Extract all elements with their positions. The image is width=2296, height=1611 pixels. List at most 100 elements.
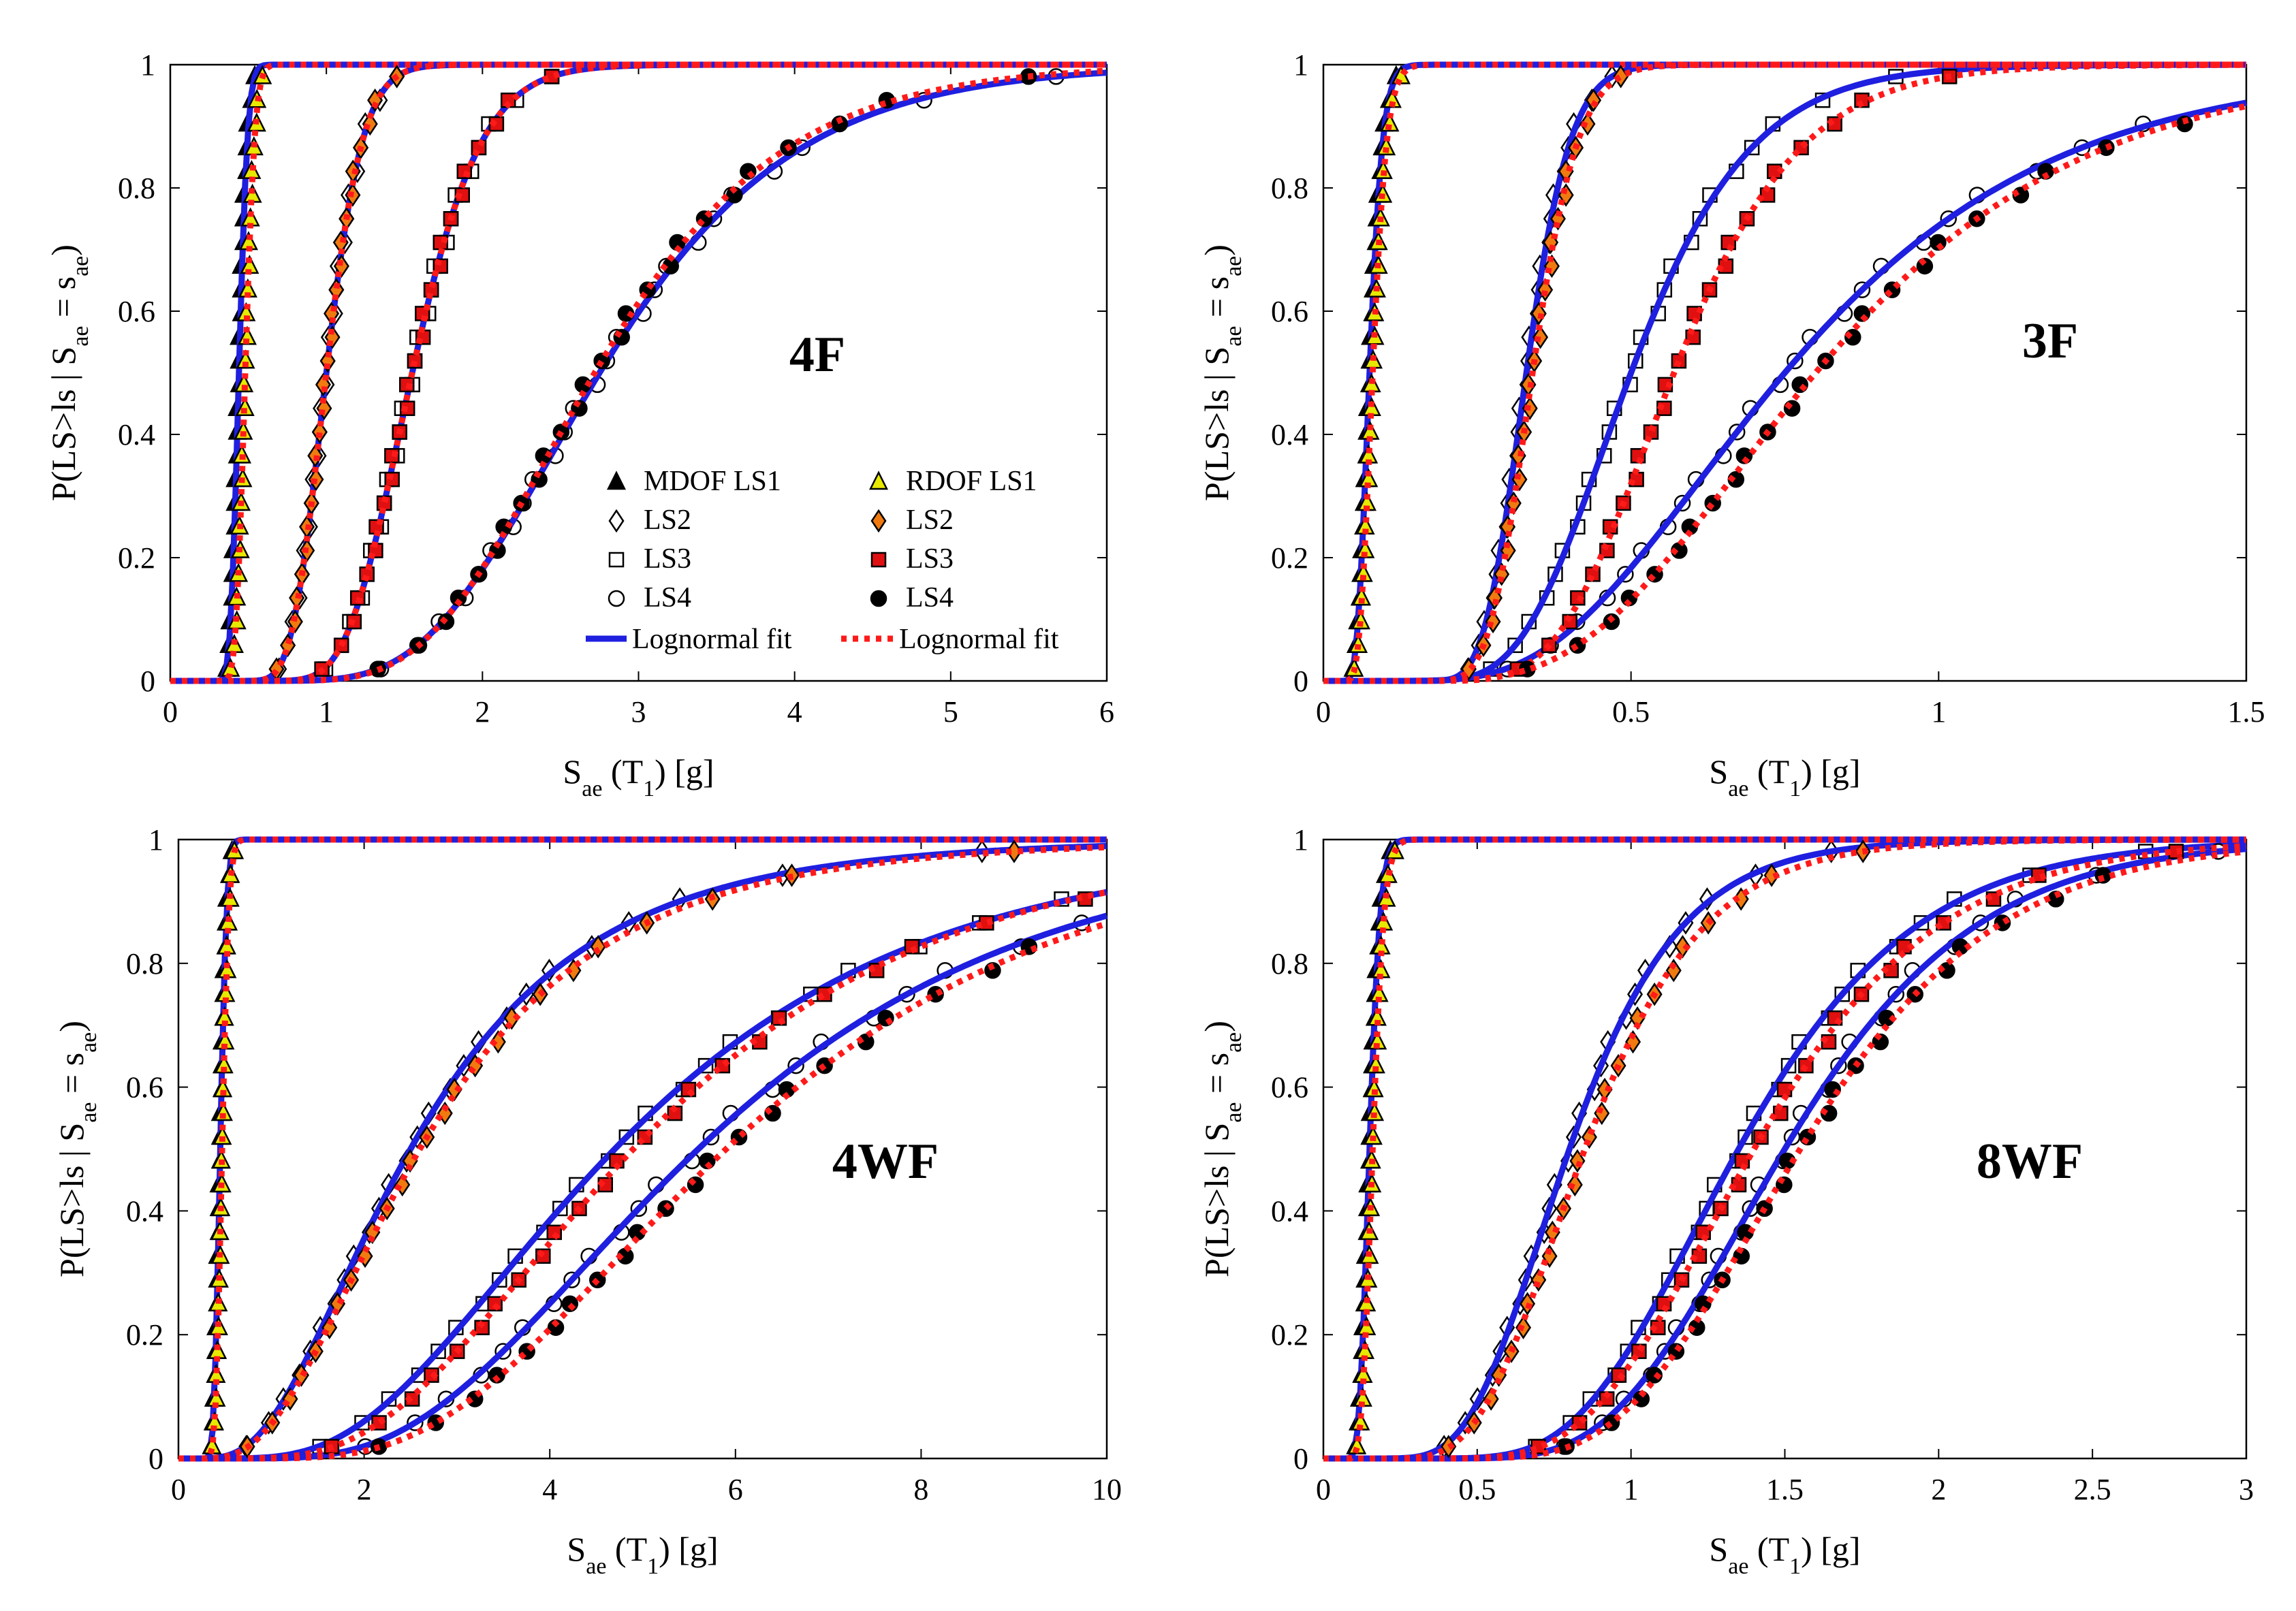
y-tick-label-4WF-2: 0.4 [126, 1194, 163, 1228]
x-tick-label-8WF-2: 1 [1624, 1473, 1639, 1506]
fit-3F-rdof-LS1 [1323, 61, 2246, 684]
panel-label-4WF: 4WF [832, 1134, 939, 1190]
x-tick-label-4F-0: 0 [163, 695, 178, 729]
fit-8WF-rdof-LS1 [1323, 836, 2246, 1462]
x-tick-label-8WF-3: 1.5 [1766, 1473, 1804, 1506]
x-tick-label-8WF-6: 3 [2239, 1473, 2254, 1506]
fit-3F-rdof-LS4 [1323, 103, 2247, 684]
x-tick-label-4WF-0: 0 [171, 1473, 186, 1506]
y-tick-label-3F-3: 0.6 [1271, 295, 1308, 328]
x-tick-label-4F-6: 6 [1099, 695, 1114, 729]
y-tick-label-8WF-1: 0.2 [1271, 1318, 1308, 1352]
x-tick-label-4WF-5: 10 [1092, 1473, 1122, 1506]
y-tick-label-4WF-1: 0.2 [126, 1318, 163, 1352]
marker-3F-rdof-LS1-24 [1382, 89, 1402, 108]
legend-marker-rdof-1 [870, 509, 887, 533]
marker-8WF-rdof-LS1-16 [1366, 1054, 1385, 1074]
marker-8WF-rdof-LS1-17 [1368, 1030, 1387, 1050]
fit-4F-mdof-LS2 [170, 61, 1107, 684]
y-tick-label-3F-2: 0.4 [1271, 418, 1308, 451]
marker-4F-rdof-LS1-11 [235, 396, 255, 416]
marker-8WF-rdof-LS1-0 [1347, 1435, 1367, 1454]
x-tick-label-4WF-1: 2 [357, 1473, 372, 1506]
x-tick-label-4F-5: 5 [943, 695, 958, 729]
y-tick-label-3F-1: 0.2 [1271, 541, 1308, 575]
fit-4F-mdof-LS1 [170, 61, 1107, 684]
marker-4WF-rdof-LS3-8 [535, 1248, 551, 1264]
x-tick-label-8WF-0: 0 [1316, 1473, 1331, 1506]
marker-3F-rdof-LS1-21 [1373, 159, 1393, 179]
plot-frame-4F [169, 63, 1108, 682]
fit-4WF-rdof-LS2 [178, 844, 1107, 1462]
y-tick-label-8WF-5: 1 [1293, 823, 1308, 857]
marker-4F-rdof-LS1-10 [234, 420, 253, 440]
x-tick-label-8WF-1: 0.5 [1458, 1473, 1496, 1506]
panel-8WF: 0 0.5 1 1.5 2 2.5 3 0 0.2 0.4 0.6 0.8 1 Sae (T1) [g] P… [1197, 823, 2254, 1579]
x-axis-label-8WF: Sae (T1) [g] [1709, 1530, 1860, 1579]
marker-3F-rdof-LS1-22 [1377, 136, 1396, 156]
y-tick-label-8WF-2: 0.4 [1271, 1194, 1308, 1228]
y-tick-label-4F-2: 0.4 [118, 418, 155, 451]
x-axis-label-4F: Sae (T1) [g] [563, 752, 714, 801]
x-tick-label-4F-1: 1 [319, 695, 334, 729]
legend-label-rdof-2: LS3 [906, 543, 954, 575]
marker-4WF-rdof-LS4-11 [687, 1176, 704, 1194]
x-axis-label-4WF: Sae (T1) [g] [567, 1530, 718, 1579]
x-tick-label-3F-2: 1 [1931, 695, 1946, 729]
marker-8WF-rdof-LS1-14 [1365, 1102, 1385, 1121]
x-tick-label-4WF-3: 6 [728, 1473, 743, 1506]
legend-marker-rdof-2 [870, 552, 887, 568]
x-tick-label-4WF-2: 4 [542, 1473, 557, 1506]
fit-4F-rdof-LS2 [170, 61, 1107, 684]
legend-marker-rdof-3 [870, 590, 887, 607]
legend: MDOF LS1 RDOF LS1 LS2 LS2 LS3 LS3 LS4 LS4 Lognor… [586, 466, 1059, 655]
marker-3F-rdof-LS1-1 [1349, 633, 1368, 654]
fit-4WF-mdof-LS4 [178, 912, 1108, 1462]
marker-4WF-rdof-LS1-13 [213, 1126, 232, 1145]
marker-3F-rdof-LS1-3 [1351, 586, 1372, 606]
legend-marker-mdof-2 [608, 552, 625, 568]
fit-4F-rdof-LS3 [170, 61, 1107, 684]
marker-3F-rdof-LS1-2 [1351, 610, 1370, 630]
x-tick-label-3F-3: 1.5 [2228, 695, 2265, 729]
x-tick-label-3F-0: 0 [1316, 695, 1331, 729]
panel-4WF: 0 2 4 6 8 10 0 0.2 0.4 0.6 0.8 1 Sae (T1) [g] P(LS>ls… [52, 823, 1122, 1579]
x-tick-label-4F-2: 2 [475, 695, 490, 729]
marker-4F-rdof-LS1-13 [236, 349, 255, 369]
marker-4WF-rdof-LS1-14 [213, 1102, 233, 1121]
fit-4F-rdof-LS4 [170, 67, 1107, 684]
y-tick-label-3F-4: 0.8 [1271, 172, 1308, 205]
legend-marker-mdof-0 [606, 470, 627, 490]
y-tick-label-4WF-5: 1 [148, 823, 163, 857]
panel-3F: 0 0.5 1 1.5 0 0.2 0.4 0.6 0.8 1 Sae (T1) [g] P(LS>l… [1197, 48, 2265, 801]
fit-4F-mdof-LS4 [170, 69, 1107, 684]
y-tick-label-3F-5: 1 [1293, 48, 1308, 82]
fit-8WF-rdof-LS4 [1323, 848, 2247, 1462]
panel-4F: 0 1 2 3 4 5 6 0 0.2 0.4 0.6 0.8 1 Sae (T1) [g] P(LS>ls… [44, 48, 1114, 801]
fit-4WF-mdof-LS1 [178, 836, 1107, 1462]
marker-8WF-rdof-LS1-15 [1364, 1078, 1384, 1098]
panel-label-4F: 4F [789, 327, 845, 383]
y-tick-label-4F-5: 1 [140, 48, 155, 82]
x-tick-label-4WF-4: 8 [913, 1473, 928, 1506]
y-tick-label-4F-4: 0.8 [118, 172, 155, 205]
legend-marker-mdof-1 [608, 509, 625, 533]
marker-4WF-rdof-LS1-15 [213, 1078, 233, 1098]
y-axis-label-3F: P(LS>ls | Sae = sae) [1197, 244, 1246, 501]
legend-label-rdof-fit: Lognormal fit [899, 624, 1059, 655]
fit-3F-mdof-LS4 [1323, 99, 2247, 684]
y-tick-label-4F-1: 0.2 [118, 541, 155, 575]
legend-marker-rdof-0 [868, 470, 889, 490]
legend-label-mdof-2: LS3 [644, 543, 691, 575]
fit-4WF-mdof-LS2 [178, 843, 1107, 1462]
marker-4F-rdof-LS1-12 [234, 373, 254, 393]
y-tick-label-4WF-0: 0 [148, 1442, 163, 1476]
fit-4F-mdof-LS3 [170, 61, 1107, 684]
fit-4WF-rdof-LS4 [178, 921, 1108, 1462]
marker-4F-rdof-LS4-23 [831, 115, 848, 133]
y-tick-label-8WF-0: 0 [1293, 1442, 1308, 1476]
y-tick-label-3F-0: 0 [1293, 665, 1308, 698]
legend-label-rdof-1: LS2 [906, 505, 954, 536]
fit-4WF-rdof-LS3 [178, 889, 1107, 1462]
legend-label-rdof-0: RDOF LS1 [906, 466, 1037, 497]
